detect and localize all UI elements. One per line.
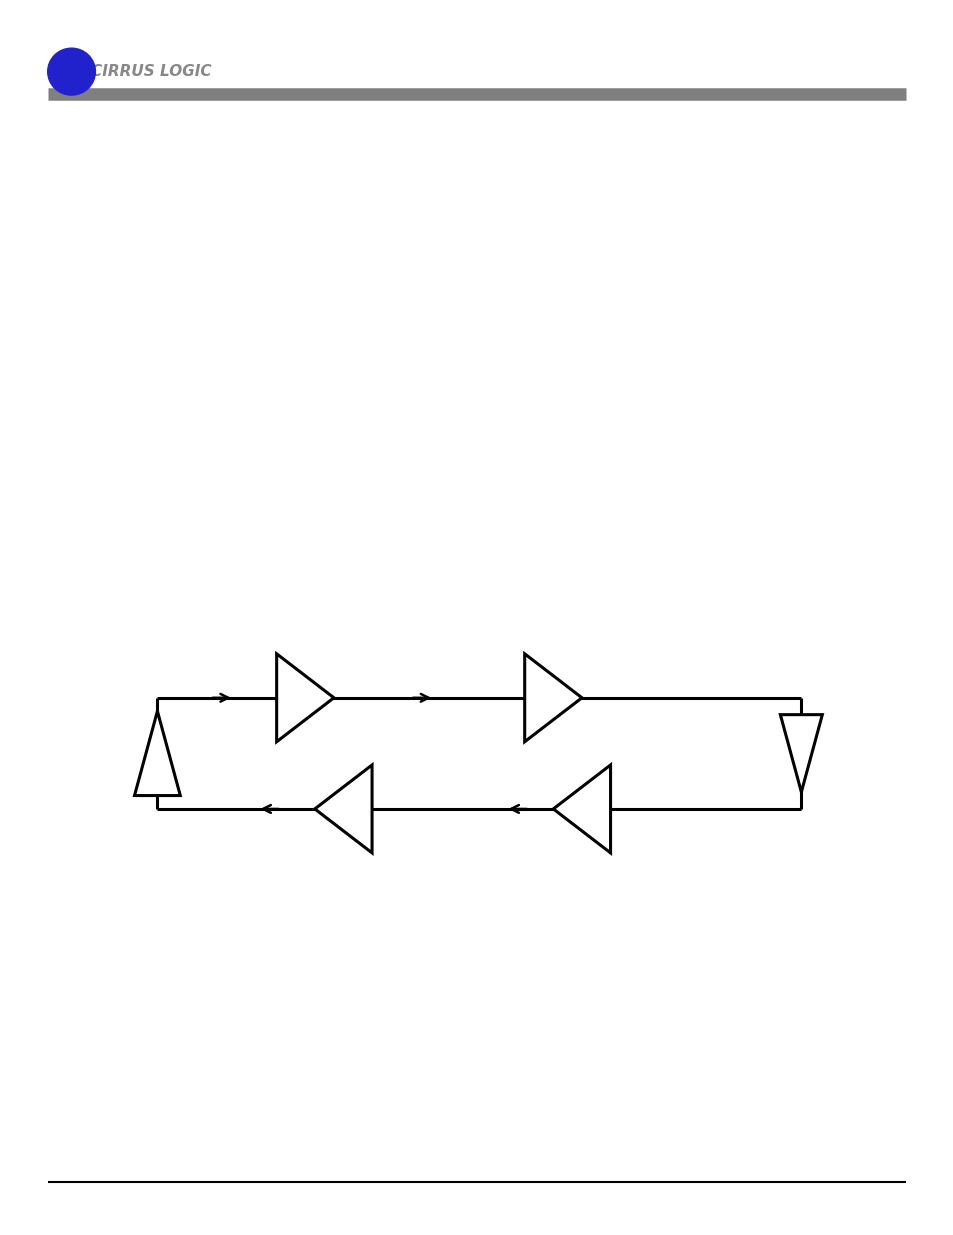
Polygon shape — [314, 764, 372, 853]
Text: CIRRUS LOGIC: CIRRUS LOGIC — [91, 64, 211, 79]
Polygon shape — [780, 715, 821, 792]
Polygon shape — [553, 764, 610, 853]
Polygon shape — [134, 711, 180, 795]
Polygon shape — [276, 653, 334, 742]
Polygon shape — [524, 653, 581, 742]
Ellipse shape — [48, 48, 95, 95]
